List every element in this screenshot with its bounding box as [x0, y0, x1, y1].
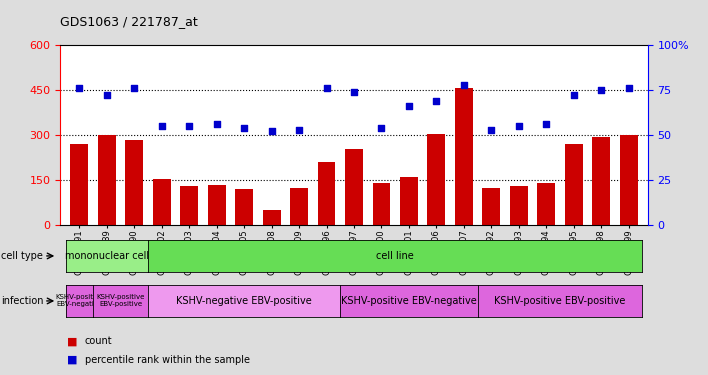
Point — [540, 121, 552, 127]
Text: ■: ■ — [67, 336, 78, 346]
Point — [129, 85, 140, 91]
Point — [458, 82, 469, 88]
Point — [430, 98, 442, 104]
Text: KSHV-positive EBV-positive: KSHV-positive EBV-positive — [494, 296, 626, 306]
Bar — [181, 186, 198, 225]
Point — [293, 127, 304, 133]
Point — [348, 89, 360, 95]
Text: KSHV-positive
EBV-positive: KSHV-positive EBV-positive — [96, 294, 144, 307]
Bar — [98, 135, 116, 225]
Bar — [428, 134, 445, 225]
Bar — [565, 144, 583, 225]
Point — [239, 125, 250, 131]
Bar — [207, 184, 226, 225]
Bar — [537, 183, 555, 225]
Point — [183, 123, 195, 129]
Point — [595, 87, 607, 93]
Text: cell line: cell line — [377, 251, 414, 261]
Bar — [592, 136, 610, 225]
Point — [156, 123, 168, 129]
Point — [486, 127, 497, 133]
Point — [74, 85, 85, 91]
Text: cell type: cell type — [1, 251, 43, 261]
Point — [568, 92, 579, 98]
Point — [211, 121, 222, 127]
Bar — [400, 177, 418, 225]
Text: ■: ■ — [67, 355, 78, 365]
Point — [404, 103, 415, 109]
Point — [266, 128, 278, 134]
Bar — [620, 135, 637, 225]
Bar — [510, 186, 527, 225]
Point — [376, 125, 387, 131]
Text: percentile rank within the sample: percentile rank within the sample — [85, 355, 250, 365]
Text: GDS1063 / 221787_at: GDS1063 / 221787_at — [60, 15, 198, 28]
Bar — [125, 140, 143, 225]
Bar — [235, 189, 253, 225]
Bar — [482, 188, 501, 225]
Bar — [345, 148, 363, 225]
Bar — [290, 188, 308, 225]
Point — [321, 85, 332, 91]
Bar — [318, 162, 336, 225]
Bar — [71, 144, 88, 225]
Point — [101, 92, 113, 98]
Text: mononuclear cell: mononuclear cell — [65, 251, 149, 261]
Text: KSHV-positive
EBV-negative: KSHV-positive EBV-negative — [55, 294, 103, 307]
Text: KSHV-positive EBV-negative: KSHV-positive EBV-negative — [341, 296, 476, 306]
Bar — [455, 88, 473, 225]
Text: count: count — [85, 336, 113, 346]
Bar — [372, 183, 390, 225]
Point — [623, 85, 634, 91]
Text: KSHV-negative EBV-positive: KSHV-negative EBV-positive — [176, 296, 312, 306]
Text: infection: infection — [1, 296, 43, 306]
Point — [513, 123, 525, 129]
Bar — [153, 178, 171, 225]
Bar — [263, 210, 280, 225]
